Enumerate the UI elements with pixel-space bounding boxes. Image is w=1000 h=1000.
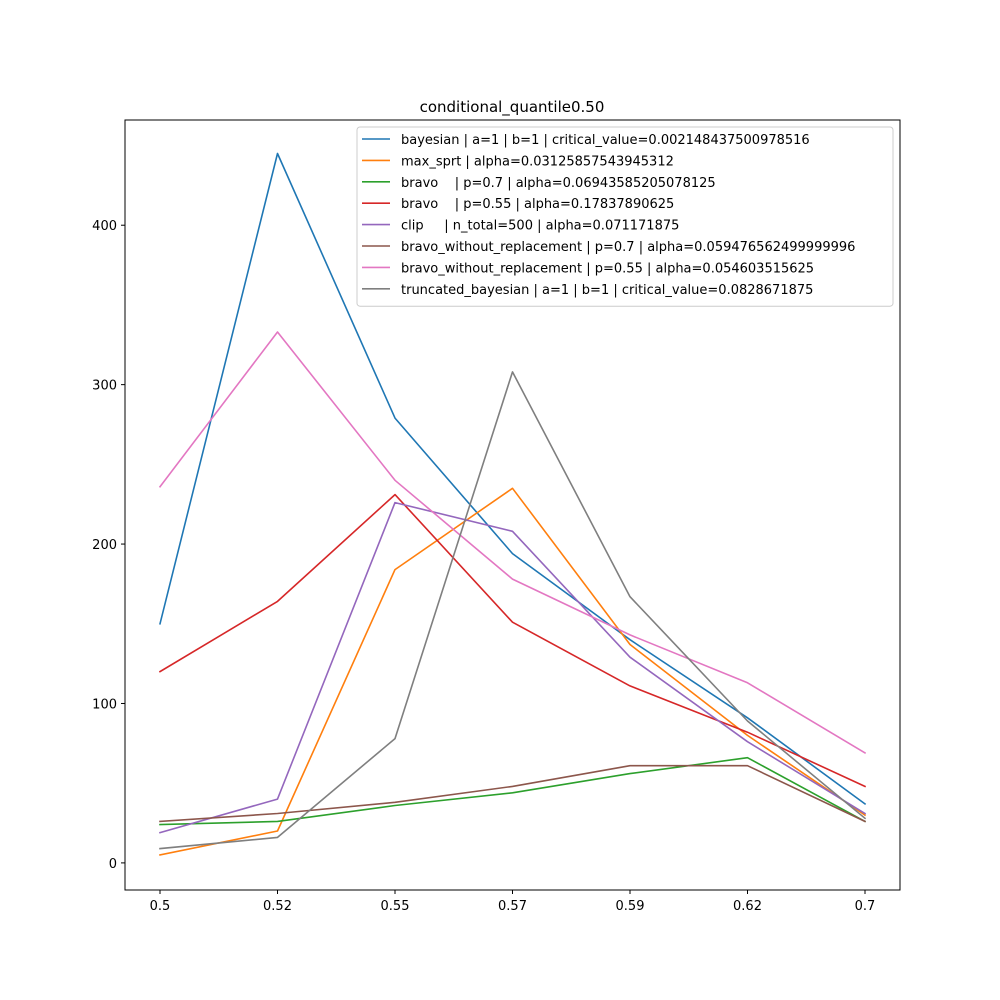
y-tick-label: 400: [92, 219, 117, 234]
x-axis: 0.5 0.52 0.55 0.57 0.59 0.62 0.7: [150, 890, 876, 914]
series-line-1: [159, 487, 867, 856]
legend: bayesian | a=1 | b=1 | critical_value=0.…: [356, 126, 894, 307]
series-line-4: [159, 501, 867, 834]
x-tick-label: 0.52: [263, 899, 292, 914]
y-tick-label: 300: [92, 379, 117, 394]
legend-label-0: bayesian | a=1 | b=1 | critical_value=0.…: [401, 133, 810, 148]
legend-label-4: clip | n_total=500 | alpha=0.071171875: [401, 219, 679, 234]
series-line-3: [158, 493, 867, 788]
x-tick-label: 0.5: [150, 899, 171, 914]
x-tick-label: 0.62: [733, 899, 762, 914]
series-layer: [158, 152, 867, 856]
x-tick-label: 0.7: [855, 899, 876, 914]
y-tick-label: 100: [92, 697, 117, 712]
x-tick-label: 0.55: [381, 899, 410, 914]
legend-label-7: truncated_bayesian | a=1 | b=1 | critica…: [401, 283, 813, 298]
legend-label-5: bravo_without_replacement | p=0.7 | alph…: [401, 240, 855, 255]
chart-title: conditional_quantile0.50: [420, 98, 605, 117]
series-line-2: [159, 756, 867, 826]
y-tick-label: 0: [109, 857, 117, 872]
legend-label-1: max_sprt | alpha=0.03125857543945312: [401, 154, 674, 169]
series-line-7: [159, 371, 867, 850]
x-tick-label: 0.57: [498, 899, 527, 914]
legend-box: [356, 126, 894, 307]
series-line-6: [158, 331, 867, 754]
series-line-0: [159, 152, 867, 806]
x-tick-label: 0.59: [616, 899, 645, 914]
y-tick-label: 200: [92, 538, 117, 553]
y-axis: 0 100 200 300 400: [92, 219, 125, 872]
series-line-5: [159, 764, 867, 823]
legend-label-2: bravo | p=0.7 | alpha=0.0694358520507812…: [401, 176, 716, 191]
legend-label-3: bravo | p=0.55 | alpha=0.17837890625: [401, 197, 674, 212]
legend-label-6: bravo_without_replacement | p=0.55 | alp…: [401, 261, 814, 276]
